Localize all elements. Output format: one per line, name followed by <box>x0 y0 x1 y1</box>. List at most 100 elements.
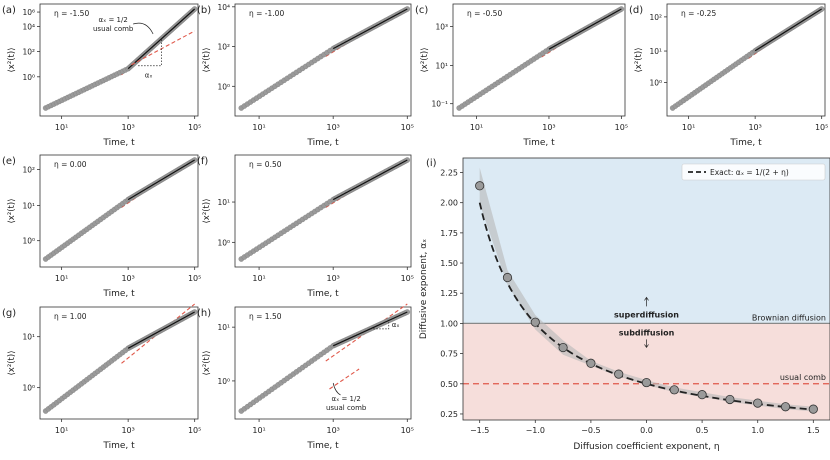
plot-frame <box>234 154 412 268</box>
eta-label: η = 1.00 <box>54 312 87 321</box>
y-tick-label: 2.00 <box>440 199 458 208</box>
annotation-line2: usual comb <box>93 25 134 33</box>
y-tick-label: 10⁰ <box>22 384 35 393</box>
y-tick-label: 1.75 <box>440 229 458 238</box>
y-tick-label: 10² <box>217 43 230 52</box>
legend-label: Exact: αₓ = 1/(2 + η) <box>710 168 789 177</box>
x-tick-label: 10³ <box>121 274 134 283</box>
annotation-arrow <box>332 382 341 396</box>
x-tick-label: 10³ <box>326 123 339 132</box>
y-tick-label: 10⁰ <box>217 238 230 247</box>
y-tick-label: 0.75 <box>440 350 458 359</box>
brownian-label: Brownian diffusion <box>752 313 826 322</box>
annotation-line1: αₓ = 1/2 <box>99 16 128 24</box>
plot-frame <box>39 306 199 420</box>
data-point <box>586 358 596 368</box>
subdiffusion-label: subdiffusion <box>619 328 675 337</box>
x-tick-label: 1.5 <box>807 426 820 435</box>
x-tick-label: 10³ <box>748 123 761 132</box>
y-tick-label: 10⁰ <box>217 82 230 91</box>
x-tick-label: 10¹ <box>252 123 265 132</box>
x-tick-label: 10¹ <box>252 426 265 435</box>
y-axis-label: ⟨x²(t)⟩ <box>7 198 17 223</box>
y-tick-label: 1.00 <box>440 319 458 328</box>
panel-6: (f) η = 0.50 10¹ 10³ 10⁵ Time, t 10⁰ 10¹ ⟨x²(t)⟩ <box>197 154 414 299</box>
x-axis-label: Time, t <box>306 138 339 148</box>
panel-label: (h) <box>197 308 211 319</box>
panel-5: (e) η = 0.00 10¹ 10³ 10⁵ Time, t 10⁰ 10¹ 10² ⟨x²(… <box>2 154 201 299</box>
data-point <box>614 369 624 379</box>
x-axis-label: Time, t <box>306 441 339 451</box>
y-tick-label: 10² <box>22 48 35 57</box>
y-tick-label: 2.25 <box>440 168 458 177</box>
y-tick-label: 10³ <box>435 22 448 31</box>
plot-frame <box>39 154 199 268</box>
panel-label: (i) <box>426 158 437 169</box>
y-tick-label: 10⁶ <box>22 8 35 17</box>
data-point <box>753 398 763 408</box>
data-point <box>502 272 513 283</box>
data-point <box>558 342 568 353</box>
plot-frame <box>234 3 412 117</box>
panel-2: (b) η = -1.00 10¹ 10³ 10⁵ Time, t 10⁰ 10² 10⁴ ⟨x²… <box>197 3 414 148</box>
eta-label: η = -0.25 <box>681 9 716 18</box>
x-tick-label: 10¹ <box>252 274 265 283</box>
x-axis-label: Time, t <box>102 289 135 299</box>
data-point <box>725 394 735 405</box>
y-axis-label: Diffusive exponent, αₓ <box>419 239 429 339</box>
x-tick-label: 0.5 <box>696 426 709 435</box>
y-tick-label: 10⁰ <box>22 237 35 246</box>
panel-7: (g) η = 1.00 10¹ 10³ 10⁵ Time, t 10⁰ 10¹ ⟨x²(t)⟩ <box>2 303 201 451</box>
ref-line <box>329 368 360 390</box>
y-tick-label: 10² <box>649 13 662 22</box>
y-tick-label: 1.25 <box>440 289 458 298</box>
annotation-line1: αₓ = 1/2 <box>332 395 361 403</box>
x-tick-label: 10⁵ <box>401 426 414 435</box>
usual-comb-label: usual comb <box>780 373 826 382</box>
x-tick-label: −1.0 <box>526 426 545 435</box>
x-tick-label: 10³ <box>542 123 555 132</box>
y-axis-label: ⟨x²(t)⟩ <box>420 47 430 72</box>
x-axis-label: Time, t <box>306 289 339 299</box>
x-tick-label: 10¹ <box>682 123 695 132</box>
panel-1: (a) η = -1.50 10¹ 10³ 10⁵ Time, t 10⁰ 10² 10⁴ 10⁶… <box>2 3 201 148</box>
y-tick-label: 10⁻¹ <box>431 100 448 109</box>
sim-line <box>127 8 196 70</box>
eta-label: η = 0.00 <box>54 160 87 169</box>
plot-frame <box>666 3 826 117</box>
superdiffusion-label: superdiffusion <box>614 310 679 319</box>
x-tick-label: 10³ <box>121 123 134 132</box>
slope-triangle <box>370 320 390 330</box>
y-tick-label: 10¹ <box>435 62 448 71</box>
y-tick-label: 10¹ <box>217 198 230 207</box>
y-axis-label: ⟨x²(t)⟩ <box>634 47 644 72</box>
y-tick-label: 0.25 <box>440 410 458 419</box>
legend-box <box>681 163 826 181</box>
eta-label: η = -0.50 <box>467 9 502 18</box>
plot-frame <box>452 3 626 117</box>
panel-label: (e) <box>2 156 16 167</box>
slope-label: αₓ <box>392 321 400 329</box>
down-arrow <box>644 339 649 349</box>
sim-line <box>127 311 195 349</box>
sim-line <box>332 8 408 50</box>
x-tick-label: 10¹ <box>55 274 68 283</box>
panel-label: (g) <box>2 308 16 319</box>
panel-8: (h) η = 1.50 10¹ 10³ 10⁵ Time, t 10⁰ 10¹ ⟨x²(t)⟩… <box>197 303 414 451</box>
data-point <box>697 390 707 400</box>
up-arrow <box>644 296 649 307</box>
x-tick-label: 10⁵ <box>188 123 201 132</box>
y-tick-label: 1.50 <box>440 259 458 268</box>
plot-frame <box>39 3 199 117</box>
annotation-arrow <box>133 22 154 35</box>
y-tick-label: 10⁰ <box>22 73 35 82</box>
x-tick-label: 10⁵ <box>188 426 201 435</box>
x-tick-label: 10³ <box>326 274 339 283</box>
panel-label: (f) <box>197 156 208 167</box>
y-axis-label: ⟨x²(t)⟩ <box>202 198 212 223</box>
x-tick-label: 10⁵ <box>401 274 414 283</box>
eta-label: η = -1.50 <box>54 9 89 18</box>
data-point <box>808 404 818 414</box>
eta-label: η = 1.50 <box>249 312 282 321</box>
